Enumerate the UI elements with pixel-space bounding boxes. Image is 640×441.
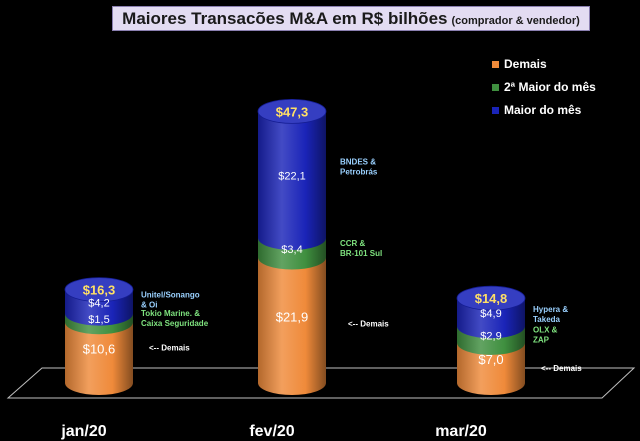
deal-annotation: Takeda [533, 315, 561, 324]
bar-value-label: $10,6 [83, 342, 116, 357]
deal-annotation: Unitel/Sonango [141, 291, 200, 300]
x-tick-label: mar/20 [435, 423, 487, 440]
bar-total-label: $14,8 [475, 291, 508, 306]
deal-annotation: Petrobrás [340, 168, 378, 177]
legend-swatch [492, 107, 499, 114]
deal-annotation: ZAP [533, 336, 550, 345]
bar-value-label: $4,2 [88, 298, 109, 310]
legend-swatch [492, 61, 499, 68]
deal-annotation: BR-101 Sul [340, 249, 382, 258]
legend-label: Maior do mês [504, 103, 582, 117]
deal-annotation: OLX & [533, 326, 558, 335]
bar-segment [457, 342, 525, 395]
chart-title: Maiores Transacões M&A em R$ bilhões [122, 9, 448, 28]
bar-value-label: $7,0 [478, 352, 503, 367]
bar-value-label: $22,1 [278, 171, 306, 183]
deal-annotation: CCR & [340, 239, 366, 248]
legend-label: Demais [504, 57, 547, 71]
legend-label: 2ª Maior do mês [504, 80, 596, 94]
bar-value-label: $2,9 [480, 331, 501, 343]
bar-value-label: $4,9 [480, 308, 501, 320]
bar-total-label: $47,3 [276, 104, 309, 119]
deal-annotation: BNDES & [340, 158, 376, 167]
legend-swatch [492, 84, 499, 91]
chart-title-box: Maiores Transacões M&A em R$ bilhões (co… [112, 6, 590, 31]
bar-value-label: $1,5 [88, 314, 109, 326]
chart-subtitle: (comprador & vendedor) [451, 15, 580, 27]
bar-segment [65, 322, 133, 395]
deal-annotation: Caixa Seguridade [141, 319, 209, 328]
x-tick-label: fev/20 [249, 423, 294, 440]
bar-value-label: $21,9 [276, 309, 309, 324]
bar-value-label: $3,4 [281, 244, 302, 256]
deal-annotation: <-- Demais [541, 364, 582, 373]
deal-annotation: <-- Demais [348, 319, 389, 328]
chart-floor [6, 367, 636, 399]
bar-top-cap [456, 285, 526, 311]
bar-segment [258, 111, 326, 251]
deal-annotation: Tokio Marine. & [141, 309, 200, 318]
bar-top-cap [64, 277, 134, 303]
bar-top-cap [257, 98, 327, 124]
bar-segment [258, 257, 326, 395]
deal-annotation: Hypera & [533, 305, 568, 314]
bar-total-label: $16,3 [83, 283, 116, 298]
deal-annotation: & Oi [141, 301, 157, 310]
x-tick-label: jan/20 [60, 423, 106, 440]
deal-annotation: <-- Demais [149, 343, 190, 352]
